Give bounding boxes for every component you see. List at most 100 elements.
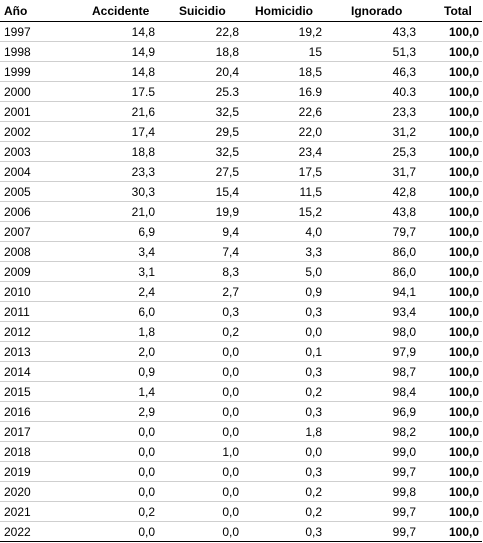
homicide-cell: 0,2 (242, 481, 325, 502)
homicide-cell: 0,2 (242, 501, 325, 522)
table-row: 2016 2,9 0,0 0,3 96,9 100,0 (0, 401, 482, 422)
year-cell: 2002 (0, 121, 62, 142)
year-cell: 2012 (0, 321, 62, 342)
homicide-cell: 0,1 (242, 341, 325, 362)
accident-cell: 0,0 (62, 481, 158, 502)
accident-cell: 18,8 (62, 141, 158, 162)
year-cell: 2013 (0, 341, 62, 362)
suicide-cell: 19,9 (158, 201, 242, 222)
table-row: 2003 18,8 32,5 23,4 25,3 100,0 (0, 141, 482, 162)
accident-cell: 1,8 (62, 321, 158, 342)
homicide-cell: 0,3 (242, 361, 325, 382)
year-cell: 2007 (0, 221, 62, 242)
total-cell: 100,0 (419, 521, 482, 542)
accident-cell: 21,0 (62, 201, 158, 222)
accident-cell: 21,6 (62, 101, 158, 122)
year-cell: 2006 (0, 201, 62, 222)
homicide-cell: 15,2 (242, 201, 325, 222)
accident-cell: 2,4 (62, 281, 158, 302)
year-cell: 2005 (0, 181, 62, 202)
table-row: 2015 1,4 0,0 0,2 98,4 100,0 (0, 381, 482, 402)
accident-cell: 14,8 (62, 21, 158, 42)
table-row: 2013 2,0 0,0 0,1 97,9 100,0 (0, 341, 482, 362)
total-cell: 100,0 (419, 141, 482, 162)
table-row: 2019 0,0 0,0 0,3 99,7 100,0 (0, 461, 482, 482)
suicide-cell: 0,0 (158, 401, 242, 422)
total-cell: 100,0 (419, 121, 482, 142)
unknown-cell: 93,4 (325, 301, 419, 322)
homicide-cell: 0,3 (242, 521, 325, 542)
homicide-cell: 0,3 (242, 301, 325, 322)
homicide-cell: 22,6 (242, 101, 325, 122)
suicide-cell: 8,3 (158, 261, 242, 282)
year-cell: 2010 (0, 281, 62, 302)
year-cell: 2022 (0, 521, 62, 542)
suicide-cell: 0,3 (158, 301, 242, 322)
table-row: 2001 21,6 32,5 22,6 23,3 100,0 (0, 101, 482, 122)
table-row: 2006 21,0 19,9 15,2 43,8 100,0 (0, 201, 482, 222)
total-cell: 100,0 (419, 501, 482, 522)
suicide-cell: 25.3 (158, 81, 242, 102)
suicide-cell: 15,4 (158, 181, 242, 202)
suicide-cell: 0,0 (158, 381, 242, 402)
total-cell: 100,0 (419, 261, 482, 282)
table-row: 2008 3,4 7,4 3,3 86,0 100,0 (0, 241, 482, 262)
unknown-cell: 46,3 (325, 61, 419, 82)
homicide-cell: 16.9 (242, 81, 325, 102)
homicide-cell: 3,3 (242, 241, 325, 262)
total-cell: 100,0 (419, 301, 482, 322)
table-row: 2022 0,0 0,0 0,3 99,7 100,0 (0, 521, 482, 542)
homicide-cell: 18,5 (242, 61, 325, 82)
accident-cell: 6,0 (62, 301, 158, 322)
column-header-suicide: Suicidio (158, 0, 242, 22)
table-row: 2002 17,4 29,5 22,0 31,2 100,0 (0, 121, 482, 142)
total-cell: 100,0 (419, 241, 482, 262)
suicide-cell: 32,5 (158, 141, 242, 162)
table-header: Año Accidente Suicidio Homicidio Ignorad… (0, 0, 482, 22)
year-cell: 2009 (0, 261, 62, 282)
year-cell: 1997 (0, 21, 62, 42)
table-row: 2000 17.5 25.3 16.9 40.3 100,0 (0, 81, 482, 102)
unknown-cell: 97,9 (325, 341, 419, 362)
year-cell: 2016 (0, 401, 62, 422)
accident-cell: 17.5 (62, 81, 158, 102)
homicide-cell: 11,5 (242, 181, 325, 202)
unknown-cell: 43,8 (325, 201, 419, 222)
unknown-cell: 40.3 (325, 81, 419, 102)
accident-cell: 17,4 (62, 121, 158, 142)
suicide-cell: 2,7 (158, 281, 242, 302)
homicide-cell: 0,9 (242, 281, 325, 302)
table-body: 1997 14,8 22,8 19,2 43,3 100,0 1998 14,9 18,8 15 5… (0, 21, 482, 542)
column-header-unknown: Ignorado (325, 0, 419, 22)
table-row: 2011 6,0 0,3 0,3 93,4 100,0 (0, 301, 482, 322)
year-cell: 2019 (0, 461, 62, 482)
year-cell: 2014 (0, 361, 62, 382)
unknown-cell: 23,3 (325, 101, 419, 122)
total-cell: 100,0 (419, 461, 482, 482)
total-cell: 100,0 (419, 281, 482, 302)
table-row: 2004 23,3 27,5 17,5 31,7 100,0 (0, 161, 482, 182)
total-cell: 100,0 (419, 81, 482, 102)
homicide-cell: 4,0 (242, 221, 325, 242)
total-cell: 100,0 (419, 401, 482, 422)
unknown-cell: 98,0 (325, 321, 419, 342)
table-row: 1997 14,8 22,8 19,2 43,3 100,0 (0, 21, 482, 42)
year-cell: 2020 (0, 481, 62, 502)
total-cell: 100,0 (419, 101, 482, 122)
unknown-cell: 79,7 (325, 221, 419, 242)
homicide-cell: 19,2 (242, 21, 325, 42)
suicide-cell: 0,0 (158, 461, 242, 482)
unknown-cell: 43,3 (325, 21, 419, 42)
suicide-cell: 32,5 (158, 101, 242, 122)
total-cell: 100,0 (419, 201, 482, 222)
year-cell: 2004 (0, 161, 62, 182)
homicide-cell: 23,4 (242, 141, 325, 162)
total-cell: 100,0 (419, 161, 482, 182)
year-cell: 2003 (0, 141, 62, 162)
table-row: 2010 2,4 2,7 0,9 94,1 100,0 (0, 281, 482, 302)
column-header-accident: Accidente (62, 0, 158, 22)
unknown-cell: 98,7 (325, 361, 419, 382)
column-header-total: Total (419, 0, 482, 22)
accident-cell: 1,4 (62, 381, 158, 402)
